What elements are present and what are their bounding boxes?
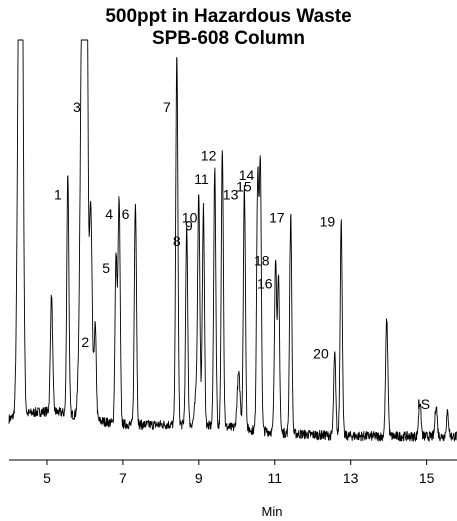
peak-label: 4 [105,206,113,222]
chart-title: 500ppt in Hazardous Waste [105,6,352,27]
peak-label: 8 [173,233,181,249]
peak-label: 5 [102,260,110,276]
peak-label: 2 [81,334,89,350]
x-axis-label: Min [262,504,283,519]
peak-label: 16 [257,276,273,292]
chart-title-block: 500ppt in Hazardous Waste SPB-608 Column [0,6,457,50]
x-tick-label: 7 [119,470,127,486]
chromatogram-trace [8,39,457,442]
peak-label: 9 [185,217,193,233]
peak-label: 12 [201,148,217,164]
x-axis-ticks: 5 7 9 11 13 15 [43,460,435,486]
peak-label: 11 [194,171,209,187]
peak-label: 14 [239,167,255,183]
peak-label: IS [417,396,430,412]
x-tick-label: 5 [43,470,51,486]
chart-subtitle: SPB-608 Column [151,28,306,49]
peak-label: 20 [313,346,329,362]
peak-label: 18 [254,252,270,268]
peak-label: 6 [122,206,130,222]
peak-label: 1 [54,186,62,202]
x-tick-label: 13 [343,470,359,486]
x-tick-label: 15 [419,470,435,486]
peak-label: 3 [73,99,81,115]
peak-label: 15 [236,179,252,195]
peak-label: 17 [269,210,285,226]
peak-label: 19 [320,214,336,230]
peak-label: 10 [182,210,198,226]
peak-label: 7 [163,99,171,115]
x-tick-label: 9 [195,470,203,486]
x-tick-label: 11 [267,470,282,486]
peak-label: 13 [223,186,239,202]
